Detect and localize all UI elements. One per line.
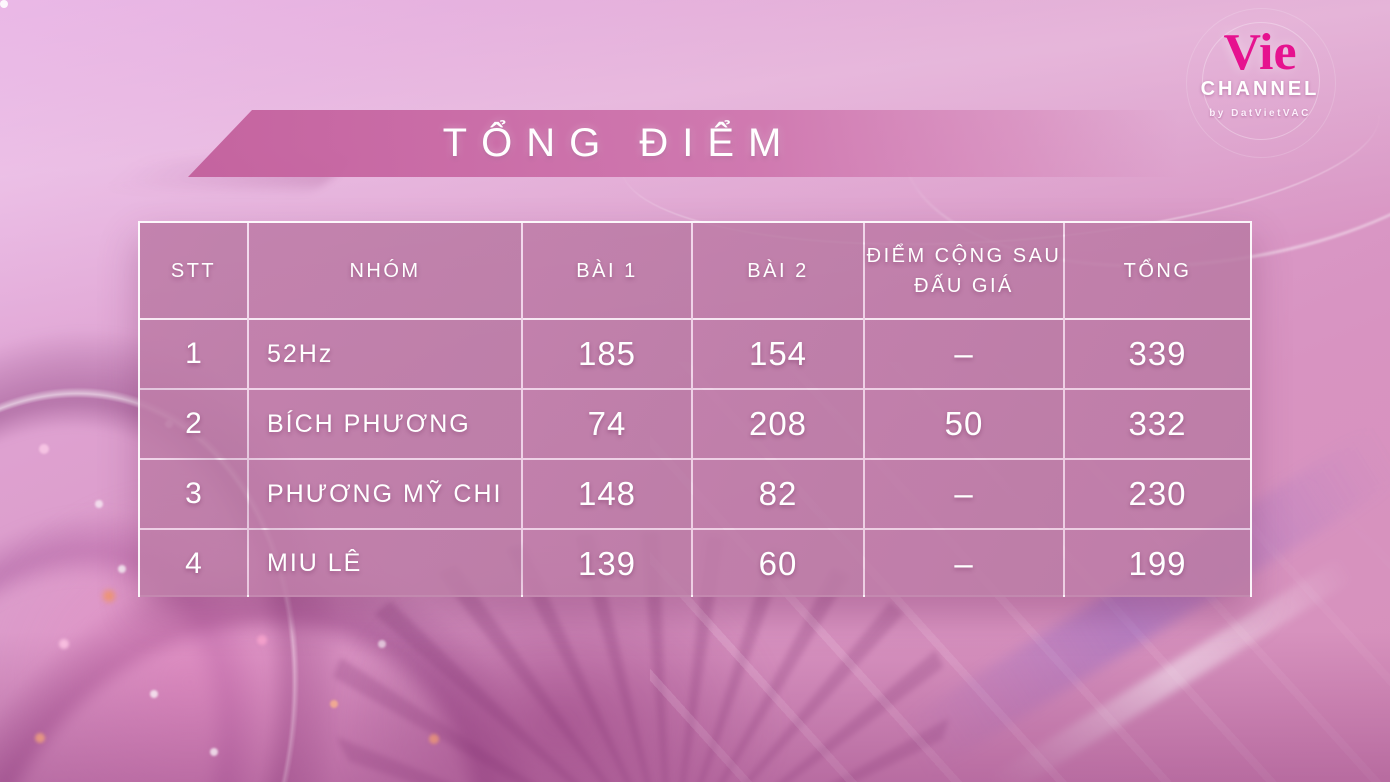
table-cell: 139 xyxy=(523,530,691,597)
table-cell: 332 xyxy=(1065,390,1250,458)
table-cell: 60 xyxy=(693,530,863,597)
table-cell: 148 xyxy=(523,460,691,528)
table-cell: 3 xyxy=(140,460,247,528)
table-cell: – xyxy=(865,460,1063,528)
table-cell: 208 xyxy=(693,390,863,458)
header-cell-nhom: NHÓM xyxy=(249,223,521,318)
header-cell-bai2: BÀI 2 xyxy=(693,223,863,318)
table-cell: MIU LÊ xyxy=(249,530,521,597)
title-banner: TỔNG ĐIỂM xyxy=(188,110,1180,177)
table-cell: 154 xyxy=(693,320,863,388)
header-cell-tong: TỔNG xyxy=(1065,223,1250,318)
page-title: TỔNG ĐIỂM xyxy=(442,121,796,165)
table-cell: 199 xyxy=(1065,530,1250,597)
table-cell: BÍCH PHƯƠNG xyxy=(249,390,521,458)
table-cell: 339 xyxy=(1065,320,1250,388)
table-cell: 52Hz xyxy=(249,320,521,388)
table-cell: 4 xyxy=(140,530,247,597)
table-cell: 230 xyxy=(1065,460,1250,528)
table-cell: 50 xyxy=(865,390,1063,458)
vie-channel-logo: Vie CHANNEL by DatVietVAC xyxy=(1186,8,1336,158)
bottom-vignette xyxy=(0,632,1390,782)
table-cell: 2 xyxy=(140,390,247,458)
table-cell: – xyxy=(865,530,1063,597)
table-cell: – xyxy=(865,320,1063,388)
header-cell-diem-cong: ĐIỂM CỘNG SAU ĐẤU GIÁ xyxy=(865,223,1063,318)
header-cell-bai1: BÀI 1 xyxy=(523,223,691,318)
score-table: STT NHÓM BÀI 1 BÀI 2 ĐIỂM CỘNG SAU ĐẤU G… xyxy=(138,221,1252,597)
table-cell: 185 xyxy=(523,320,691,388)
logo-ring-icon xyxy=(1186,8,1336,158)
table-cell: PHƯƠNG MỸ CHI xyxy=(249,460,521,528)
table-cell: 1 xyxy=(140,320,247,388)
header-cell-stt: STT xyxy=(140,223,247,318)
table-cell: 82 xyxy=(693,460,863,528)
sparkle-field xyxy=(0,0,8,8)
table-cell: 74 xyxy=(523,390,691,458)
